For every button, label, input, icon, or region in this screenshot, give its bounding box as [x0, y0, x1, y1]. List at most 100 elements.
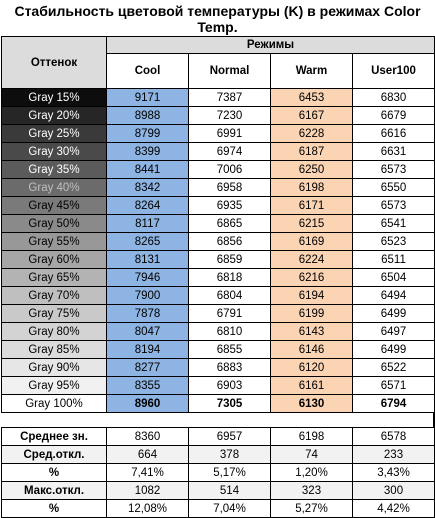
- modes-header: Режимы: [106, 36, 435, 54]
- col-header-normal: Normal: [188, 53, 271, 89]
- title-line-1: Стабильность цветовой температуры (K) в …: [14, 3, 421, 19]
- gray-level-label: Gray 65%: [1, 268, 107, 287]
- normal-value: 6903: [188, 376, 271, 395]
- gray-level-label: Gray 50%: [1, 214, 107, 233]
- user100-value: 6499: [352, 304, 435, 323]
- gray-level-label: Gray 25%: [1, 124, 107, 143]
- cool-value: 8264: [106, 196, 189, 215]
- normal-value: 7006: [188, 160, 271, 179]
- cool-value: 7946: [106, 268, 189, 287]
- normal-value: 6883: [188, 358, 271, 377]
- stat-row: Среднее зн. 8360 6957 6198 6578: [1, 427, 435, 446]
- table-row: Gray 100% 8960 7305 6130 6794: [1, 394, 435, 413]
- cool-value: 8441: [106, 160, 189, 179]
- normal-value: 6974: [188, 142, 271, 161]
- user100-value: 6504: [352, 268, 435, 287]
- normal-value: 6859: [188, 250, 271, 269]
- warm-value: 6215: [270, 214, 353, 233]
- normal-value: 7387: [188, 88, 271, 107]
- user100-value: 6541: [352, 214, 435, 233]
- stat-value: 6957: [188, 427, 271, 446]
- cool-value: 8277: [106, 358, 189, 377]
- gray-level-label: Gray 75%: [1, 304, 107, 323]
- table-row: Gray 70% 7900 6804 6194 6494: [1, 286, 435, 305]
- gray-level-label: Gray 15%: [1, 88, 107, 107]
- user100-value: 6631: [352, 142, 435, 161]
- warm-value: 6130: [270, 394, 353, 413]
- shade-column-header: Оттенок: [1, 36, 107, 89]
- table-row: Gray 25% 8799 6991 6228 6616: [1, 124, 435, 143]
- normal-value: 6791: [188, 304, 271, 323]
- warm-value: 6161: [270, 376, 353, 395]
- stat-label: Сред.откл.: [1, 445, 107, 464]
- gray-level-label: Gray 35%: [1, 160, 107, 179]
- stat-value: 323: [270, 481, 353, 500]
- cool-value: 8131: [106, 250, 189, 269]
- gray-level-label: Gray 20%: [1, 106, 107, 125]
- user100-value: 6522: [352, 358, 435, 377]
- stat-row: Макс.откл. 1082 514 323 300: [1, 481, 435, 500]
- table-row: Gray 30% 8399 6974 6187 6631: [1, 142, 435, 161]
- table-row: Gray 15% 9171 7387 6453 6830: [1, 88, 435, 107]
- stat-value: 3,43%: [352, 463, 435, 482]
- normal-value: 6818: [188, 268, 271, 287]
- table-row: Gray 55% 8265 6856 6169 6523: [1, 232, 435, 251]
- gray-level-label: Gray 70%: [1, 286, 107, 305]
- gray-level-label: Gray 95%: [1, 376, 107, 395]
- cool-value: 9171: [106, 88, 189, 107]
- normal-value: 7230: [188, 106, 271, 125]
- cool-value: 7878: [106, 304, 189, 323]
- gray-level-label: Gray 30%: [1, 142, 107, 161]
- table-row: Gray 75% 7878 6791 6199 6499: [1, 304, 435, 323]
- cool-value: 8799: [106, 124, 189, 143]
- cool-value: 7900: [106, 286, 189, 305]
- normal-value: 6991: [188, 124, 271, 143]
- stat-row: % 7,41% 5,17% 1,20% 3,43%: [1, 463, 435, 482]
- stat-value: 664: [106, 445, 189, 464]
- user100-value: 6830: [352, 88, 435, 107]
- stat-value: 4,42%: [352, 499, 435, 518]
- gray-level-label: Gray 45%: [1, 196, 107, 215]
- warm-value: 6120: [270, 358, 353, 377]
- stat-value: 74: [270, 445, 353, 464]
- stat-value: 233: [352, 445, 435, 464]
- separator-row: [1, 412, 435, 428]
- gray-level-label: Gray 85%: [1, 340, 107, 359]
- color-temperature-table: Оттенок Режимы Cool Normal Warm User100 …: [1, 36, 435, 518]
- stat-value: 300: [352, 481, 435, 500]
- cool-value: 8342: [106, 178, 189, 197]
- user100-value: 6523: [352, 232, 435, 251]
- warm-value: 6199: [270, 304, 353, 323]
- warm-value: 6216: [270, 268, 353, 287]
- table-row: Gray 65% 7946 6818 6216 6504: [1, 268, 435, 287]
- gray-level-label: Gray 40%: [1, 178, 107, 197]
- stat-value: 6578: [352, 427, 435, 446]
- stat-label: %: [1, 499, 107, 518]
- warm-value: 6228: [270, 124, 353, 143]
- user100-value: 6571: [352, 376, 435, 395]
- warm-value: 6187: [270, 142, 353, 161]
- warm-value: 6250: [270, 160, 353, 179]
- normal-value: 6855: [188, 340, 271, 359]
- table-row: Gray 90% 8277 6883 6120 6522: [1, 358, 435, 377]
- stat-label: Макс.откл.: [1, 481, 107, 500]
- user100-value: 6511: [352, 250, 435, 269]
- user100-value: 6679: [352, 106, 435, 125]
- table-row: Gray 35% 8441 7006 6250 6573: [1, 160, 435, 179]
- normal-value: 7305: [188, 394, 271, 413]
- user100-value: 6550: [352, 178, 435, 197]
- stat-label: %: [1, 463, 107, 482]
- cool-value: 8355: [106, 376, 189, 395]
- stat-value: 1082: [106, 481, 189, 500]
- stat-value: 7,04%: [188, 499, 271, 518]
- user100-value: 6794: [352, 394, 435, 413]
- stat-rows: Среднее зн. 8360 6957 6198 6578 Сред.откл. 664…: [1, 427, 435, 518]
- gray-level-label: Gray 90%: [1, 358, 107, 377]
- stat-value: 6198: [270, 427, 353, 446]
- stat-value: 5,17%: [188, 463, 271, 482]
- cool-value: 8399: [106, 142, 189, 161]
- cool-value: 8047: [106, 322, 189, 341]
- stat-value: 5,27%: [270, 499, 353, 518]
- col-header-warm: Warm: [270, 53, 353, 89]
- stat-row: % 12,08% 7,04% 5,27% 4,42%: [1, 499, 435, 518]
